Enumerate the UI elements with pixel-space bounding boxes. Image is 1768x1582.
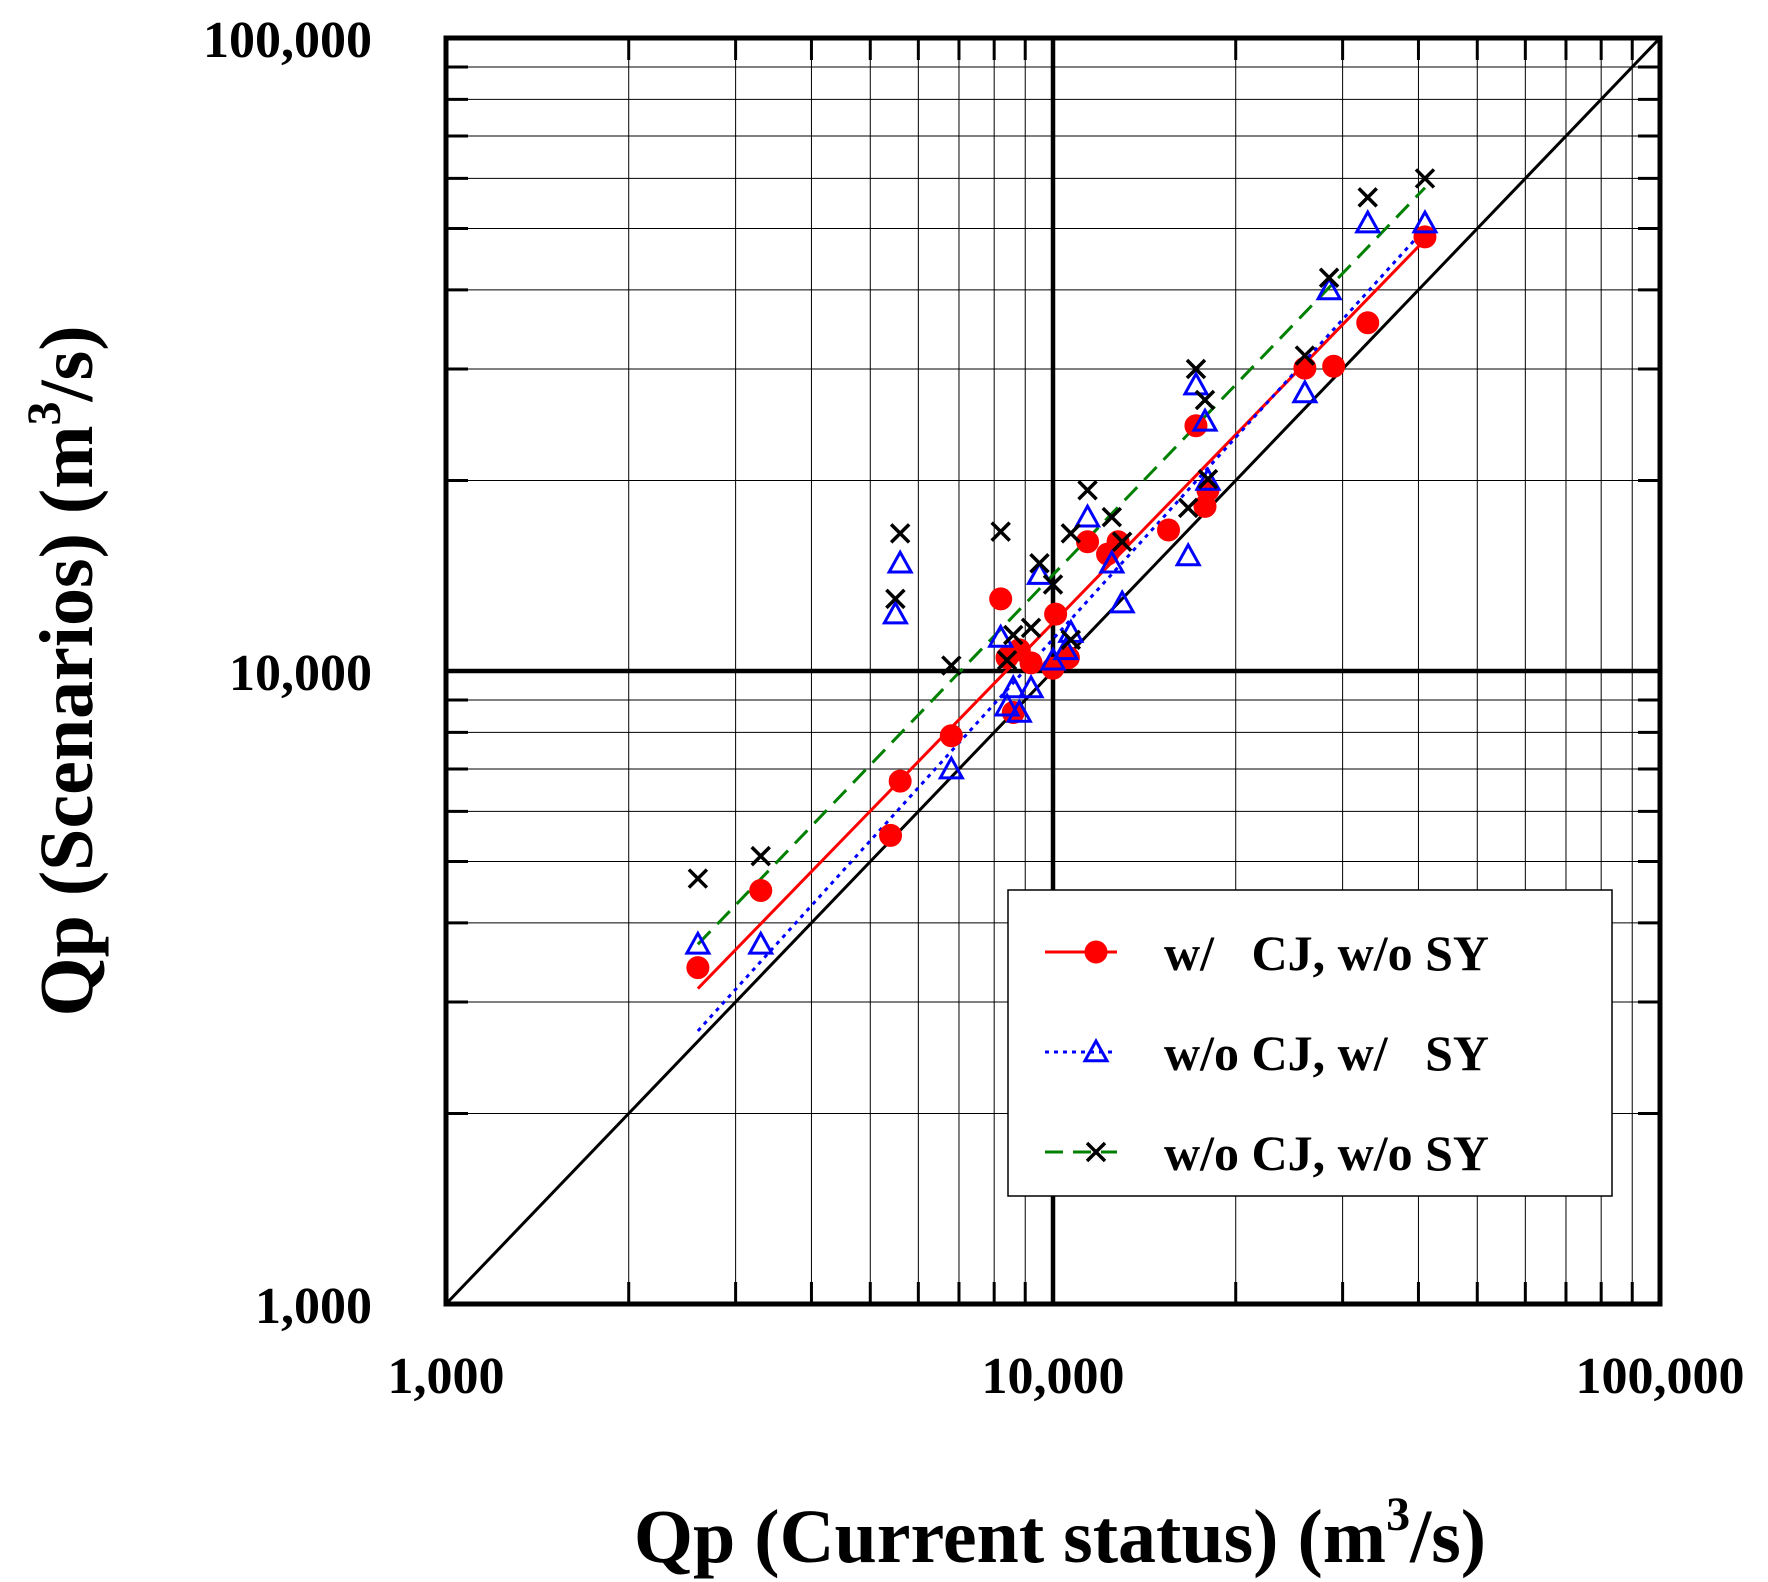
data-point-series-2 — [881, 600, 909, 625]
data-point-series-3 — [1197, 468, 1219, 490]
data-point-series-2 — [1108, 589, 1136, 614]
data-point-series-3 — [1003, 624, 1024, 646]
data-point-series-2 — [886, 549, 914, 574]
legend-entries: w/ CJ, w/o SY w/o CJ, w/ SY w/o CJ, w/o SY — [1045, 925, 1489, 1181]
data-point-series-2 — [1017, 673, 1045, 699]
data-point-series-2 — [1073, 503, 1102, 528]
legend-box — [1007, 889, 1613, 1197]
data-point-series-2 — [999, 673, 1027, 699]
data-point-series-3 — [1042, 574, 1064, 595]
legend-label-series-2: w/o CJ, w/ SY — [1164, 1025, 1489, 1081]
data-point-series-2 — [1025, 560, 1054, 585]
data-point-series-2 — [1182, 370, 1210, 396]
legend: w/ CJ, w/o SY w/o CJ, w/ SY w/o CJ, w/o SY — [1007, 889, 1613, 1197]
data-point-series-3 — [990, 521, 1011, 542]
data-point-series-2 — [1005, 698, 1033, 723]
data-point-series-2 — [1194, 466, 1222, 491]
data-point-series-3 — [1414, 168, 1436, 189]
data-point-series-3 — [1060, 523, 1082, 544]
data-point-series-1 — [1019, 651, 1043, 675]
x-tick-labels: 1,000 10,000 100,000 — [388, 1348, 1745, 1405]
y-tick-label: 10,000 — [229, 645, 372, 702]
x-tick-label: 1,000 — [388, 1348, 505, 1405]
data-point-series-2 — [747, 930, 775, 955]
legend-marker-series-3 — [1085, 1141, 1107, 1163]
x-axis-title: Qp (Current status) (m3/s) — [634, 1488, 1486, 1579]
data-point-series-2 — [1052, 635, 1080, 661]
data-point-series-3 — [687, 868, 709, 889]
x-tick-label: 100,000 — [1576, 1348, 1745, 1405]
fit-line-series-3 — [696, 186, 1427, 946]
data-point-series-1 — [989, 587, 1013, 611]
data-point-series-1 — [1044, 602, 1068, 626]
data-point-series-3 — [1060, 629, 1082, 651]
y-tick-labels: 1,000 10,000 100,000 — [203, 12, 372, 1335]
x-tick-label: 10,000 — [982, 1348, 1125, 1405]
data-point-series-2 — [1315, 275, 1343, 301]
data-point-series-1 — [749, 879, 773, 903]
data-point-series-2 — [993, 692, 1021, 717]
data-point-series-1 — [686, 956, 710, 980]
data-point-series-2 — [1174, 541, 1202, 567]
data-point-series-3 — [1101, 506, 1123, 528]
data-point-series-3 — [750, 845, 771, 867]
data-point-series-2 — [1411, 209, 1439, 234]
y-axis-title: Qp (Scenarios) (m3/s) — [18, 325, 109, 1016]
data-markers — [684, 168, 1439, 980]
legend-marker-series-2 — [1082, 1037, 1110, 1063]
data-point-series-1 — [888, 769, 912, 793]
data-point-series-1 — [1106, 530, 1130, 554]
axis-ticks — [446, 38, 1660, 1304]
data-point-series-3 — [1177, 497, 1199, 519]
data-point-series-2 — [937, 754, 965, 780]
y-tick-label: 100,000 — [203, 12, 372, 69]
data-point-series-3 — [941, 655, 962, 676]
data-point-series-2 — [987, 623, 1015, 648]
data-point-series-3 — [889, 523, 911, 544]
data-point-series-3 — [1029, 552, 1050, 574]
plot-frame — [443, 35, 1663, 1307]
data-point-series-3 — [996, 649, 1018, 671]
data-point-series-2 — [1191, 407, 1219, 432]
data-point-series-1 — [1157, 518, 1181, 542]
data-point-series-2 — [1291, 378, 1319, 404]
data-point-series-3 — [1294, 345, 1316, 366]
data-point-series-3 — [885, 588, 906, 610]
data-point-series-1 — [1413, 225, 1437, 249]
data-point-series-3 — [1077, 480, 1098, 501]
data-point-series-1 — [1293, 356, 1317, 380]
data-point-series-3 — [1111, 531, 1133, 553]
data-point-series-2 — [1354, 209, 1382, 234]
data-point-series-3 — [1020, 617, 1042, 639]
data-point-series-1 — [1356, 311, 1380, 335]
data-point-series-3 — [1357, 187, 1378, 208]
legend-label-series-3: w/o CJ, w/o SY — [1164, 1125, 1489, 1181]
data-point-series-3 — [1318, 267, 1340, 289]
legend-label-series-1: w/ CJ, w/o SY — [1164, 925, 1489, 981]
data-point-series-1 — [879, 823, 903, 847]
y-tick-label: 1,000 — [255, 1278, 372, 1335]
data-point-series-3 — [1185, 358, 1207, 380]
data-point-series-1 — [939, 724, 963, 748]
data-point-series-2 — [684, 930, 712, 955]
data-point-series-3 — [1194, 389, 1216, 411]
data-point-series-2 — [1098, 549, 1126, 574]
data-point-series-1 — [1076, 530, 1100, 554]
data-point-series-1 — [1322, 354, 1346, 378]
legend-marker-series-1 — [1084, 940, 1108, 964]
